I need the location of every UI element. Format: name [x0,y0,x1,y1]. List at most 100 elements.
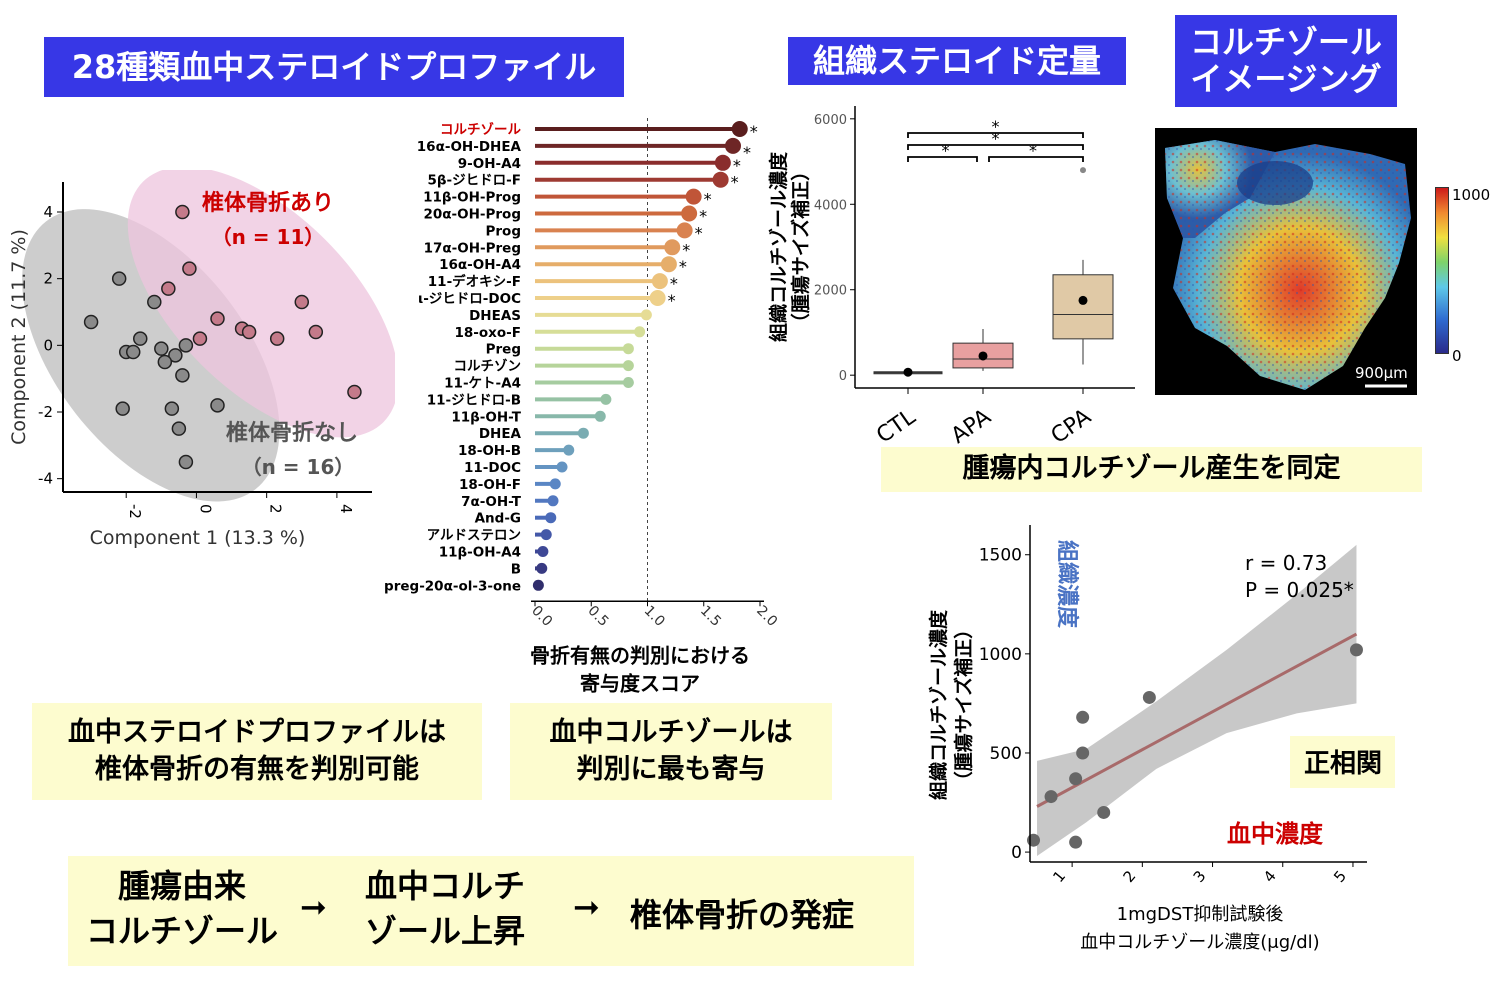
contrib-x-tick-label: 1.5 [697,603,724,630]
lollipop-head [594,410,606,422]
significance-star: * [682,240,690,259]
significance-star: * [704,190,712,209]
corr-y-tick-label: 1500 [979,546,1022,566]
significance-star: * [679,257,687,276]
pca-x-tick-label: 0 [196,504,214,514]
significance-star: * [992,129,1000,148]
colorbar-min-label: 0 [1452,347,1462,365]
pca-y-axis-label: Component 2 (11.7 %) [8,229,30,445]
category-label: 20α-OH-Prog [423,207,521,223]
colorbar [1435,187,1449,354]
contrib-x-label-line2: 寄与度スコア [580,671,700,695]
category-label: 18-OH-B [458,443,521,459]
profile-note-line1: 血中ステロイドプロファイルは [68,717,446,749]
pca-point [111,271,127,286]
flow-step-blood: 血中コルチ ゾール上昇 [350,864,540,954]
pca-point [241,324,257,340]
box-y-tick-label: 0 [839,369,847,384]
blood-conc-label: 血中濃度 [1227,820,1324,848]
corr-x-tick-label: 2 [1119,867,1139,886]
significance-star: * [1029,141,1037,160]
category-label: 16α-OH-DHEA [417,139,522,155]
category-label: Prog [486,223,522,239]
box-y-tick-label: 2000 [814,284,847,299]
lollipop-head [563,444,575,456]
correlation-point [1027,833,1041,847]
pca-point [182,261,197,276]
pca-point [168,348,183,363]
lollipop-head [536,562,548,574]
category-label: DHEAS [469,308,521,324]
scale-bar-label: 900μm [1355,364,1408,382]
category-label: 16α-OH-A4 [439,257,521,273]
contribution-chart: コルチゾール * 16α-OH-DHEA * 9-OH-A4 * 5β-ジヒドロ-F * 11β… [384,118,780,695]
contrib-x-tick-label: 0.5 [584,603,611,630]
corr-x-tick-label: 1 [1049,867,1069,886]
contrib-x-label-line1: 骨折有無の判別における [530,643,750,667]
box-y-tick-label: 4000 [814,198,847,213]
pca-y-tick-label: 4 [43,203,53,221]
box-mean [1078,295,1088,305]
correlation-point [1069,835,1083,849]
lollipop-head [537,546,549,557]
pca-point [154,341,169,356]
no-fracture-group-n: （n = 16） [242,455,355,479]
box-x-tick-label: APA [947,404,996,449]
category-label: 11-ジヒドロ-B [427,392,521,408]
pca-point [347,384,362,400]
cortisol-imaging-map: 900μm [1155,128,1417,395]
corr-y-tick-label: 500 [990,744,1022,764]
correlation-point [1097,805,1111,819]
significance-star: * [731,173,739,192]
corr-y-tick-label: 1000 [979,645,1022,665]
lollipop-head [532,579,544,591]
box-mean [903,367,913,377]
lollipop-head [622,343,634,355]
flow-step-tumor: 腫瘍由来 コルチゾール [82,864,282,954]
corr-y-label-line2: （腫瘍サイズ補正） [952,620,975,790]
significance-star: * [743,143,751,162]
significance-star: * [750,122,758,141]
significance-star: * [668,291,676,310]
correlation-point [1076,710,1090,724]
corr-x-label-line2: 血中コルチゾール濃度(μg/dl) [1080,932,1319,953]
pca-y-tick-label: -4 [38,470,53,488]
tissue-quant-title: 組織ステロイド定量 [788,37,1126,85]
fracture-group-n: （n = 11） [212,225,325,249]
imaging-heatmap-svg: 900μm [1165,140,1411,390]
lollipop-head [664,239,681,256]
category-label: アルドステロン [427,528,521,544]
category-label: Preg [486,342,521,358]
box-y-label-line1: 組織コルチゾール濃度 [767,151,790,342]
pca-x-tick-label: 4 [337,504,355,514]
lollipop-head [549,478,561,490]
category-label: コルチゾール [440,122,521,138]
corr-x-tick-label: 5 [1330,867,1350,886]
flow-step-tumor-line1: 腫瘍由来 [117,867,246,905]
confidence-band [1037,544,1357,857]
corr-y-tick-label: 0 [1011,843,1022,863]
pca-point [308,324,324,340]
profile-note-line2: 椎体骨折の有無を判別可能 [95,753,419,785]
positive-corr-box [1290,736,1395,788]
contrib-x-tick-label: 2.0 [753,603,780,630]
category-label: 11-ケト-A4 [444,376,521,392]
pca-point [115,401,130,416]
category-label: 11β-OH-T [451,409,521,425]
pca-y-tick-label: 0 [43,336,53,354]
lollipop-head [540,529,552,541]
category-label: 11-DOC [464,460,521,476]
pca-x-axis-label: Component 1 (13.3 %) [90,527,306,549]
contrib-x-tick-label: 1.0 [641,603,668,630]
low-signal-region [1237,161,1313,205]
box-body [1052,274,1114,340]
pca-point [147,294,162,310]
box-outlier [1080,167,1086,174]
corr-x-tick-label: 3 [1190,867,1210,886]
lollipop-head [731,121,748,137]
lollipop-head [649,290,666,306]
pca-point [178,454,194,470]
category-label: ι-ジヒドロ-DOC [418,291,521,307]
lollipop-head [676,222,693,239]
